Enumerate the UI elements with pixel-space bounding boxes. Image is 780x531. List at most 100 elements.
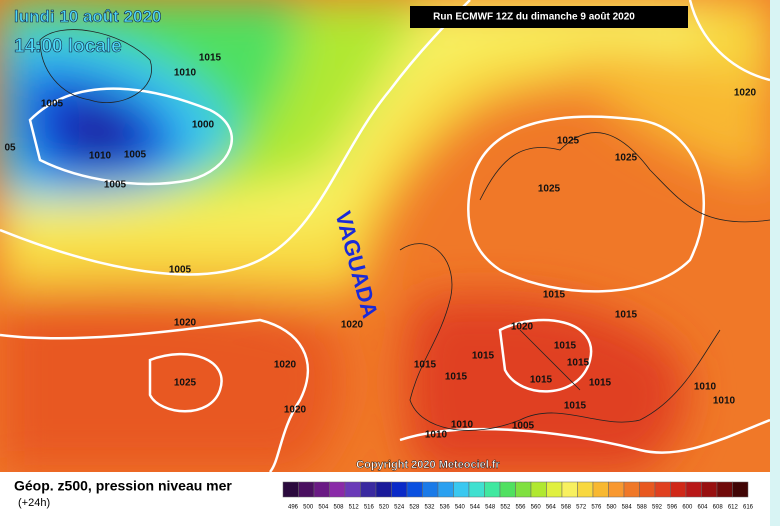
isobar-label: 1015	[615, 310, 638, 321]
isobar-label: 1010	[713, 396, 736, 407]
legend-label: 592	[652, 505, 663, 511]
footer-title: Géop. z500, pression niveau mer	[14, 478, 232, 494]
isobar-label: 1025	[557, 136, 580, 147]
legend-label: 600	[682, 505, 693, 511]
legend-swatch	[329, 481, 346, 498]
legend-swatch	[654, 481, 671, 498]
legend-label: 612	[728, 505, 739, 511]
legend-swatch	[577, 481, 594, 498]
legend-swatch	[732, 481, 749, 498]
legend-label: 536	[440, 505, 451, 511]
isobar-label: 1020	[174, 318, 197, 329]
legend-label: 564	[546, 505, 557, 511]
isobars	[0, 0, 770, 472]
isobar-label: 1015	[589, 378, 612, 389]
legend-label: 576	[591, 505, 602, 511]
isobar-label: 1005	[104, 180, 127, 191]
run-info: Run ECMWF 12Z du dimanche 9 août 2020	[433, 12, 635, 23]
isobar-label: 1015	[445, 372, 468, 383]
legend-swatch	[515, 481, 532, 498]
legend-label: 500	[303, 505, 314, 511]
legend-label: 580	[606, 505, 617, 511]
isobar-label: 1020	[274, 360, 297, 371]
legend-swatch	[701, 481, 718, 498]
legend-label: 608	[713, 505, 724, 511]
legend-label: 524	[394, 505, 405, 511]
legend-swatch	[468, 481, 485, 498]
legend-swatch	[546, 481, 563, 498]
legend-swatch	[313, 481, 330, 498]
legend-label: 520	[379, 505, 390, 511]
legend-label: 584	[622, 505, 633, 511]
legend-label: 548	[485, 505, 496, 511]
legend-label: 616	[743, 505, 754, 511]
legend-swatch	[499, 481, 516, 498]
legend-swatch	[391, 481, 408, 498]
isobar-label: 1020	[734, 88, 757, 99]
legend-label: 560	[531, 505, 542, 511]
isobar-label: 1005	[512, 421, 535, 432]
color-legend: 496 500 504 508 512 516 520 524 528 532 536 540 544 5…	[282, 481, 754, 511]
legend-swatch	[453, 481, 470, 498]
copyright: Copyright 2020 Meteociel.fr	[356, 459, 500, 471]
legend-label: 532	[424, 505, 435, 511]
isobar-label: 1015	[567, 358, 590, 369]
isobar-label: 1025	[174, 378, 197, 389]
legend-label: 516	[364, 505, 375, 511]
legend-label: 572	[576, 505, 587, 511]
legend-label: 496	[288, 505, 299, 511]
isobar-label: 1020	[341, 320, 364, 331]
isobar-label: 1015	[564, 401, 587, 412]
legend-label: 512	[349, 505, 360, 511]
isobar-label: 1015	[472, 351, 495, 362]
isobar-label: 1015	[543, 290, 566, 301]
legend-swatch	[360, 481, 377, 498]
legend-swatch	[685, 481, 702, 498]
legend-swatch	[437, 481, 454, 498]
legend-label: 508	[333, 505, 344, 511]
isobar-label: 1005	[41, 99, 64, 110]
legend-swatch	[608, 481, 625, 498]
time: 14:00 locale	[14, 36, 122, 57]
footer	[0, 472, 770, 526]
legend-label: 540	[455, 505, 466, 511]
legend-swatch	[375, 481, 392, 498]
isobar-label: 1015	[530, 375, 553, 386]
legend-swatch	[282, 481, 299, 498]
legend-label: 528	[409, 505, 420, 511]
legend-swatch	[406, 481, 423, 498]
date: lundi 10 août 2020	[14, 7, 161, 26]
legend-label: 596	[667, 505, 678, 511]
isobar-label: 1010	[89, 151, 112, 162]
isobar-labels: 1015 1010 1005 1000 05 1010 1005 1005 1005 1020 10…	[4, 53, 756, 441]
legend-swatch	[623, 481, 640, 498]
run-banner	[410, 6, 688, 28]
legend-label: 552	[500, 505, 511, 511]
isobar-label: 1005	[169, 265, 192, 276]
legend-swatch	[530, 481, 547, 498]
isobar-label: 1025	[538, 184, 561, 195]
isobar-label: 1020	[284, 405, 307, 416]
isobar-label: 1010	[425, 430, 448, 441]
isobar-label: 1025	[615, 153, 638, 164]
isobar-label: 1010	[451, 420, 474, 431]
isobar-label: 1015	[414, 360, 437, 371]
legend-swatch	[716, 481, 733, 498]
isobar-label: 1020	[511, 322, 534, 333]
isobar-label: 1005	[124, 150, 147, 161]
legend-label: 544	[470, 505, 481, 511]
legend-label: 556	[515, 505, 526, 511]
legend-swatch	[639, 481, 656, 498]
legend-label: 504	[318, 505, 329, 511]
legend-label: 568	[561, 505, 572, 511]
isobar-label: 1015	[199, 53, 222, 64]
legend-swatch	[561, 481, 578, 498]
isobar-label: 1000	[192, 120, 215, 131]
legend-swatch	[422, 481, 439, 498]
legend-swatch	[298, 481, 315, 498]
isobar-label: 1015	[554, 341, 577, 352]
isobar-label: 05	[4, 143, 16, 154]
coastlines	[39, 29, 770, 431]
isobar-label: 1010	[694, 382, 717, 393]
